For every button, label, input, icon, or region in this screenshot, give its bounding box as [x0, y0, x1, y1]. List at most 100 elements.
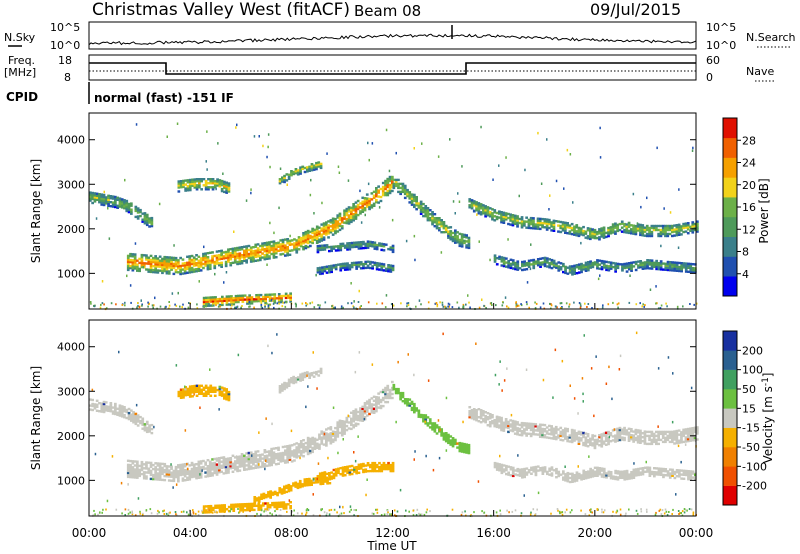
data-cell — [216, 184, 219, 187]
data-cell — [118, 408, 122, 411]
data-cell — [290, 450, 294, 453]
data-cell — [598, 440, 601, 443]
data-cell — [593, 263, 597, 266]
data-cell — [566, 232, 569, 235]
ground-cell — [235, 306, 237, 309]
data-cell — [689, 474, 693, 477]
data-cell — [261, 256, 264, 259]
data-cell — [93, 403, 97, 406]
data-cell — [493, 215, 497, 218]
data-cell — [625, 473, 629, 477]
data-cell — [218, 262, 221, 265]
data-cell — [634, 468, 638, 471]
data-cell — [673, 263, 677, 266]
data-cell — [368, 203, 371, 207]
data-cell — [477, 204, 481, 207]
data-cell — [493, 419, 497, 422]
data-cell — [511, 259, 515, 262]
data-cell — [504, 426, 508, 429]
data-cell — [470, 415, 474, 418]
data-cell — [682, 224, 685, 228]
data-cell — [225, 398, 228, 401]
data-cell — [550, 258, 554, 262]
data-cell — [330, 266, 333, 270]
data-cell — [525, 432, 528, 435]
data-cell — [612, 475, 615, 478]
data-cell — [95, 194, 99, 197]
data-cell — [696, 224, 699, 227]
data-cell — [152, 467, 155, 471]
data-cell — [337, 471, 340, 474]
data-cell — [543, 260, 547, 264]
data-cell — [587, 267, 590, 270]
data-cell — [652, 440, 656, 444]
ground-cell — [612, 301, 614, 304]
data-cell — [325, 444, 328, 447]
data-cell — [234, 298, 238, 302]
data-cell — [516, 217, 519, 220]
data-cell — [630, 230, 633, 233]
data-cell — [364, 262, 368, 266]
data-cell — [161, 462, 164, 466]
data-cell — [132, 417, 135, 420]
data-cell — [636, 435, 640, 438]
data-cell — [451, 441, 455, 444]
data-cell — [247, 254, 251, 258]
data-cell — [500, 424, 503, 428]
data-cell — [334, 432, 337, 436]
data-cell — [500, 215, 503, 218]
data-cell — [288, 450, 292, 453]
data-cell — [648, 228, 651, 232]
data-cell — [662, 262, 665, 265]
data-cell — [680, 227, 683, 230]
data-cell — [500, 260, 504, 263]
data-cell — [666, 260, 670, 264]
data-cell — [384, 269, 388, 272]
data-cell — [632, 430, 635, 433]
data-cell — [366, 242, 370, 245]
data-cell — [192, 262, 196, 265]
data-cell — [352, 418, 355, 421]
data-cell — [689, 433, 692, 436]
data-cell — [183, 475, 187, 478]
data-cell — [377, 201, 380, 204]
data-cell — [334, 434, 337, 438]
data-cell — [479, 421, 483, 424]
data-cell — [372, 194, 376, 197]
data-cell — [625, 266, 629, 269]
data-cell — [391, 392, 394, 396]
ground-cell — [465, 303, 467, 306]
data-cell — [641, 263, 645, 266]
data-cell — [370, 204, 374, 207]
ground-cell — [174, 303, 176, 306]
data-cell — [340, 420, 344, 423]
data-cell — [511, 419, 515, 423]
data-cell — [329, 426, 333, 429]
data-cell — [316, 250, 320, 254]
data-cell — [120, 200, 124, 203]
data-cell — [102, 203, 106, 207]
data-cell — [340, 221, 344, 224]
data-cell — [224, 250, 228, 254]
data-cell — [431, 211, 434, 214]
data-cell — [215, 463, 219, 466]
data-cell — [394, 387, 398, 391]
data-cell — [442, 231, 446, 234]
data-cell — [541, 261, 545, 264]
data-cell — [229, 256, 233, 259]
data-cell — [214, 298, 217, 301]
ground-cell — [202, 305, 204, 308]
data-cell — [449, 439, 453, 442]
data-cell — [165, 262, 169, 265]
data-cell — [134, 205, 138, 209]
data-cell — [564, 229, 567, 232]
data-cell — [589, 235, 592, 239]
data-cell — [552, 229, 556, 232]
data-cell — [308, 376, 311, 379]
data-cell — [516, 219, 519, 222]
data-cell — [502, 215, 506, 218]
data-cell — [534, 227, 538, 230]
data-cell — [454, 229, 457, 232]
data-cell — [355, 267, 358, 270]
data-cell — [634, 232, 638, 236]
